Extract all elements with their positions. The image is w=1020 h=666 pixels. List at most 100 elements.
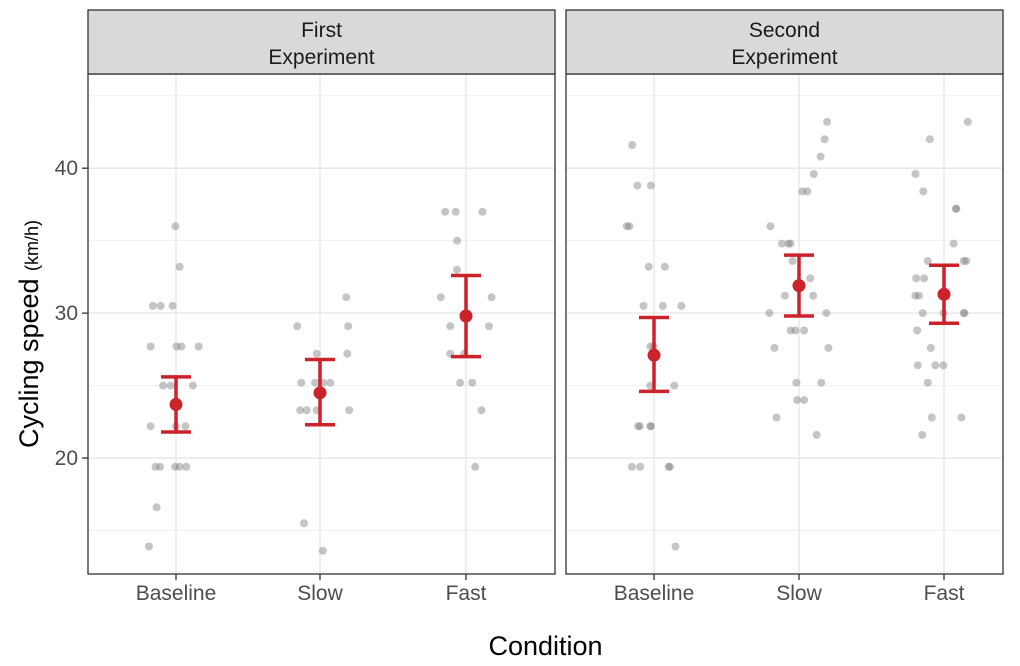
data-point bbox=[152, 503, 161, 512]
data-point bbox=[959, 309, 968, 318]
data-point bbox=[487, 293, 496, 302]
data-point bbox=[436, 293, 445, 302]
data-point bbox=[177, 342, 186, 351]
data-point bbox=[822, 309, 831, 318]
data-point bbox=[803, 187, 812, 196]
x-tick-label: Fast bbox=[446, 582, 487, 605]
mean-point bbox=[169, 397, 183, 411]
data-point bbox=[646, 422, 655, 431]
data-point bbox=[293, 322, 302, 331]
data-point bbox=[817, 378, 826, 387]
data-point bbox=[311, 378, 320, 387]
y-tick-label: 20 bbox=[55, 447, 78, 470]
data-point bbox=[923, 378, 932, 387]
data-point bbox=[168, 301, 177, 310]
data-point bbox=[918, 430, 927, 439]
data-point bbox=[471, 462, 480, 471]
data-point bbox=[182, 462, 191, 471]
data-point bbox=[171, 222, 180, 231]
data-point bbox=[809, 170, 818, 178]
strip-title-line: Second bbox=[749, 19, 820, 42]
data-point bbox=[636, 462, 645, 471]
data-point bbox=[635, 422, 644, 431]
data-point bbox=[777, 239, 786, 248]
data-point bbox=[456, 378, 465, 387]
data-point bbox=[175, 462, 184, 471]
x-tick-label: Baseline bbox=[614, 582, 695, 605]
data-point bbox=[786, 239, 795, 248]
data-point bbox=[326, 378, 335, 387]
data-point bbox=[175, 262, 184, 271]
data-point bbox=[446, 322, 455, 331]
data-point bbox=[765, 309, 774, 318]
data-point bbox=[345, 406, 354, 415]
y-tick-label: 30 bbox=[55, 302, 78, 325]
data-point bbox=[625, 222, 634, 231]
data-point bbox=[913, 326, 922, 335]
data-point bbox=[647, 422, 655, 431]
data-point bbox=[923, 257, 932, 265]
data-point bbox=[453, 236, 462, 245]
data-point bbox=[485, 322, 493, 331]
strip-header bbox=[87, 9, 556, 75]
data-point bbox=[622, 222, 631, 231]
data-point bbox=[791, 326, 800, 335]
data-point bbox=[788, 257, 797, 265]
data-point bbox=[793, 396, 802, 405]
data-point bbox=[800, 326, 809, 335]
data-point bbox=[344, 322, 353, 331]
data-point bbox=[145, 542, 153, 551]
y-axis-title: Cycling speed (km/h) bbox=[14, 220, 44, 448]
data-point bbox=[824, 343, 833, 352]
data-point bbox=[918, 309, 927, 318]
data-point bbox=[957, 413, 966, 422]
data-point bbox=[478, 207, 487, 216]
data-point bbox=[911, 170, 920, 178]
data-point bbox=[343, 349, 352, 358]
y-axis-title-main: Cycling speed bbox=[14, 278, 44, 448]
data-point bbox=[925, 135, 934, 144]
x-tick-label: Baseline bbox=[136, 582, 217, 605]
strip-title-line: Experiment bbox=[268, 46, 374, 69]
data-point bbox=[823, 117, 832, 126]
data-point bbox=[627, 462, 636, 471]
data-point bbox=[342, 293, 351, 302]
data-point bbox=[297, 378, 306, 387]
data-point bbox=[172, 342, 181, 351]
data-point bbox=[960, 309, 969, 318]
data-point bbox=[809, 291, 818, 300]
data-point bbox=[912, 274, 921, 283]
data-point bbox=[913, 361, 922, 370]
data-point bbox=[639, 301, 648, 310]
data-point bbox=[919, 187, 928, 196]
x-tick-label: Slow bbox=[297, 582, 343, 605]
data-point bbox=[666, 462, 674, 471]
data-point bbox=[194, 342, 203, 351]
data-point bbox=[798, 187, 807, 196]
data-point bbox=[296, 406, 305, 415]
data-point bbox=[920, 274, 929, 283]
data-point bbox=[959, 257, 968, 265]
data-point bbox=[156, 462, 165, 471]
data-point bbox=[800, 396, 809, 405]
data-point bbox=[664, 462, 673, 471]
data-point bbox=[766, 222, 775, 231]
data-point bbox=[792, 378, 801, 387]
data-point bbox=[644, 262, 653, 271]
mean-point bbox=[937, 287, 951, 301]
data-point bbox=[658, 301, 667, 310]
data-point bbox=[949, 239, 958, 248]
data-point bbox=[166, 381, 175, 390]
y-tick-label: 40 bbox=[55, 157, 78, 180]
data-point bbox=[171, 462, 180, 471]
data-point bbox=[677, 301, 686, 310]
data-point bbox=[786, 326, 795, 335]
data-point bbox=[477, 406, 486, 415]
data-point bbox=[300, 519, 308, 528]
data-point bbox=[963, 117, 972, 126]
data-point bbox=[181, 422, 190, 431]
data-point bbox=[146, 422, 155, 431]
data-point bbox=[151, 462, 160, 471]
data-point bbox=[660, 262, 669, 271]
